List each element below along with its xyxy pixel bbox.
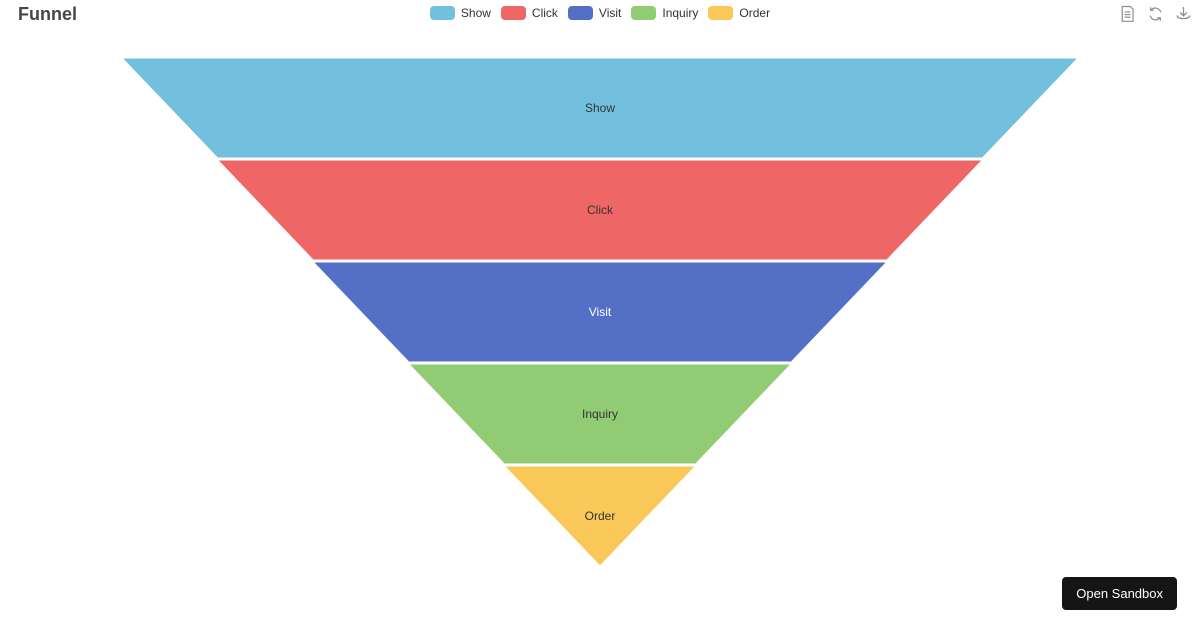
legend-swatch: [708, 6, 734, 20]
funnel-segment-visit[interactable]: [312, 261, 888, 363]
funnel-segment-show[interactable]: [120, 57, 1080, 159]
funnel-segment-label: Click: [587, 203, 614, 217]
funnel-segment-label: Show: [585, 101, 615, 115]
legend-item-show[interactable]: Show: [429, 6, 491, 20]
funnel-segment-click[interactable]: [216, 159, 984, 261]
legend-item-inquiry[interactable]: Inquiry: [631, 6, 698, 20]
funnel-segment-inquiry[interactable]: [407, 363, 793, 465]
legend-swatch: [567, 6, 593, 20]
legend-item-visit[interactable]: Visit: [567, 6, 622, 20]
legend-label: Show: [460, 6, 491, 20]
restore-icon[interactable]: [1147, 5, 1164, 23]
chart-title: Funnel: [18, 4, 77, 24]
legend-label: Inquiry: [662, 6, 699, 20]
funnel-segment-label: Inquiry: [582, 407, 618, 421]
save-image-icon[interactable]: [1175, 5, 1192, 23]
funnel-segment-order[interactable]: [503, 465, 697, 567]
legend-swatch: [429, 6, 455, 20]
funnel-segment-label: Order: [585, 509, 616, 523]
legend-label: Order: [739, 6, 771, 20]
legend: Show Click Visit Inquiry Order: [0, 6, 1200, 20]
legend-label: Visit: [598, 6, 622, 20]
data-view-icon[interactable]: [1119, 5, 1136, 23]
legend-label: Click: [531, 6, 558, 20]
legend-swatch: [631, 6, 657, 20]
legend-item-order[interactable]: Order: [708, 6, 770, 20]
legend-item-click[interactable]: Click: [500, 6, 558, 20]
legend-swatch: [500, 6, 526, 20]
funnel-segment-label: Visit: [589, 305, 612, 319]
toolbox: [1119, 5, 1192, 23]
open-sandbox-button[interactable]: Open Sandbox: [1062, 577, 1177, 610]
